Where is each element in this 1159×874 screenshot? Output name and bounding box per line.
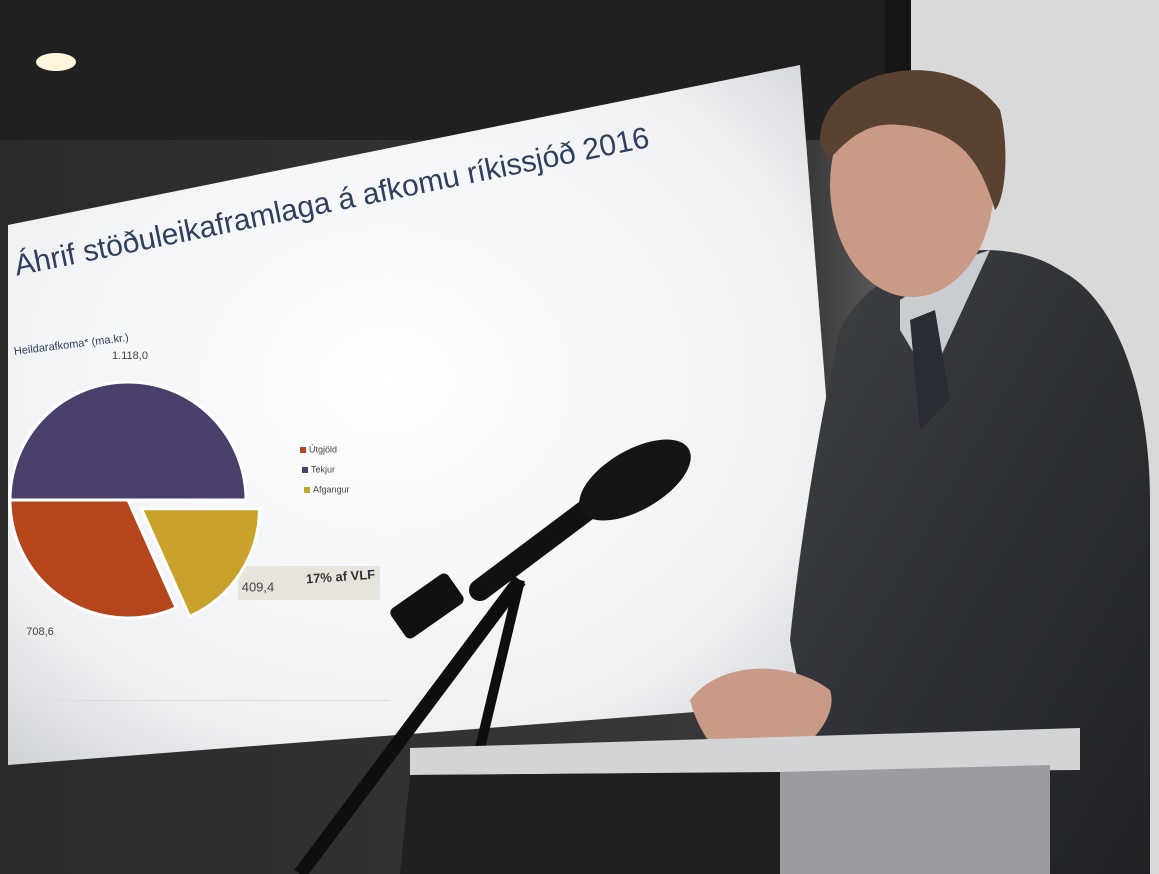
annotation-box — [238, 566, 380, 600]
legend-label: Afgangur — [313, 484, 350, 494]
value-label: 1.118,0 — [112, 350, 148, 362]
annotation: 17% af VLF — [305, 567, 375, 587]
legend-swatch — [304, 487, 310, 493]
legend-swatch — [302, 467, 308, 473]
footnote-rule — [10, 700, 390, 701]
value-label: 409,4 — [242, 579, 275, 594]
podium-front — [400, 772, 780, 874]
mic-clip — [390, 573, 464, 639]
legend-swatch — [300, 447, 306, 453]
suit — [790, 250, 1150, 874]
legend-label: Útgjöld — [309, 444, 337, 454]
pie-slice — [8, 498, 179, 620]
legend-label: Tekjur — [311, 464, 335, 474]
hair — [820, 70, 1006, 211]
pie-slice — [139, 507, 261, 619]
podium-side — [780, 765, 1050, 874]
podium-top — [410, 728, 1080, 775]
mic-stand — [294, 575, 526, 874]
pie-slice — [8, 380, 248, 502]
value-label: 708,6 — [26, 626, 54, 638]
speaker — [690, 70, 1150, 874]
ceiling-light — [36, 53, 76, 71]
tie — [910, 310, 950, 430]
mic-head — [579, 439, 691, 521]
